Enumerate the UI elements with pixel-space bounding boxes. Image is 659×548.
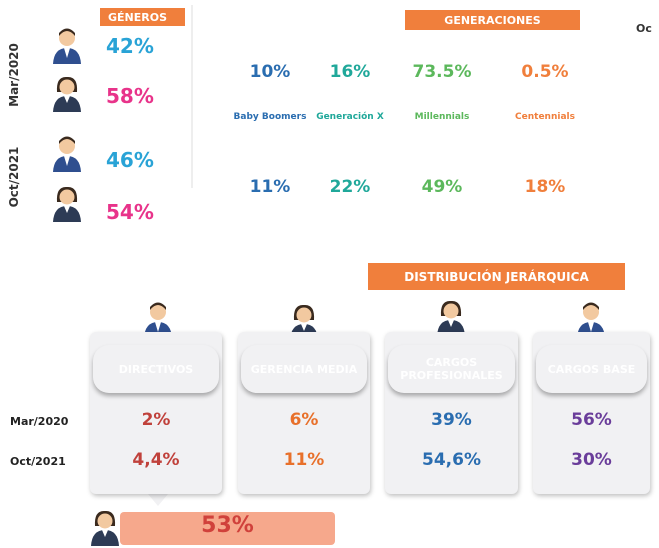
level-header: GERENCIA MEDIA: [241, 345, 367, 393]
section-header: GENERACIONES: [405, 10, 580, 30]
row-label: Oct/2021: [10, 455, 66, 468]
gen-value: 10%: [249, 62, 291, 82]
woman-icon: [53, 76, 81, 112]
gen-label: Centennials: [515, 112, 575, 122]
period-label: Oct/2021: [7, 146, 21, 208]
women-directives-pct: 53%: [201, 513, 254, 538]
level-value: 56%: [571, 410, 612, 430]
level-header: DIRECTIVOS: [93, 345, 219, 393]
card: [385, 332, 518, 494]
level-value: 2%: [141, 410, 171, 430]
gen-label: Generación X: [316, 112, 384, 122]
level-value: 54,6%: [422, 450, 481, 470]
man-icon: [53, 136, 81, 172]
level-value: 11%: [283, 450, 325, 470]
men-pct: 42%: [106, 34, 154, 58]
level-value: 4,4%: [132, 450, 180, 470]
card: [90, 332, 222, 494]
cut-text: Oc: [636, 22, 652, 35]
card: [238, 332, 370, 494]
level-value: 30%: [571, 450, 612, 470]
card: [533, 332, 650, 494]
level-header: CARGOS PROFESIONALES: [388, 345, 515, 393]
gen-value: 22%: [329, 177, 371, 197]
gen-value: 16%: [329, 62, 371, 82]
gen-label: Millennials: [414, 112, 470, 122]
men-pct: 46%: [106, 148, 154, 172]
gen-value: 49%: [421, 177, 463, 197]
section-header: DISTRIBUCIÓN JERÁRQUICA: [368, 263, 625, 290]
gen-value: 11%: [249, 177, 291, 197]
woman-icon: [437, 300, 465, 336]
gen-label: Baby Boomers: [233, 112, 307, 122]
period-label: Mar/2020: [7, 43, 21, 107]
level-header: CARGOS BASE: [536, 345, 647, 393]
women-pct: 54%: [106, 200, 154, 224]
level-value: 6%: [289, 410, 319, 430]
level-value: 39%: [431, 410, 472, 430]
highlight-bar: [120, 512, 335, 545]
pointer: [148, 494, 168, 506]
man-icon: [53, 28, 81, 64]
section-header: GÉNEROS: [100, 8, 185, 26]
gen-value: 73.5%: [412, 62, 472, 82]
woman-icon: [53, 186, 81, 222]
gen-value: 18%: [524, 177, 566, 197]
women-pct: 58%: [106, 84, 154, 108]
gen-value: 0.5%: [521, 62, 569, 82]
woman-icon: [91, 510, 119, 546]
row-label: Mar/2020: [10, 415, 69, 428]
